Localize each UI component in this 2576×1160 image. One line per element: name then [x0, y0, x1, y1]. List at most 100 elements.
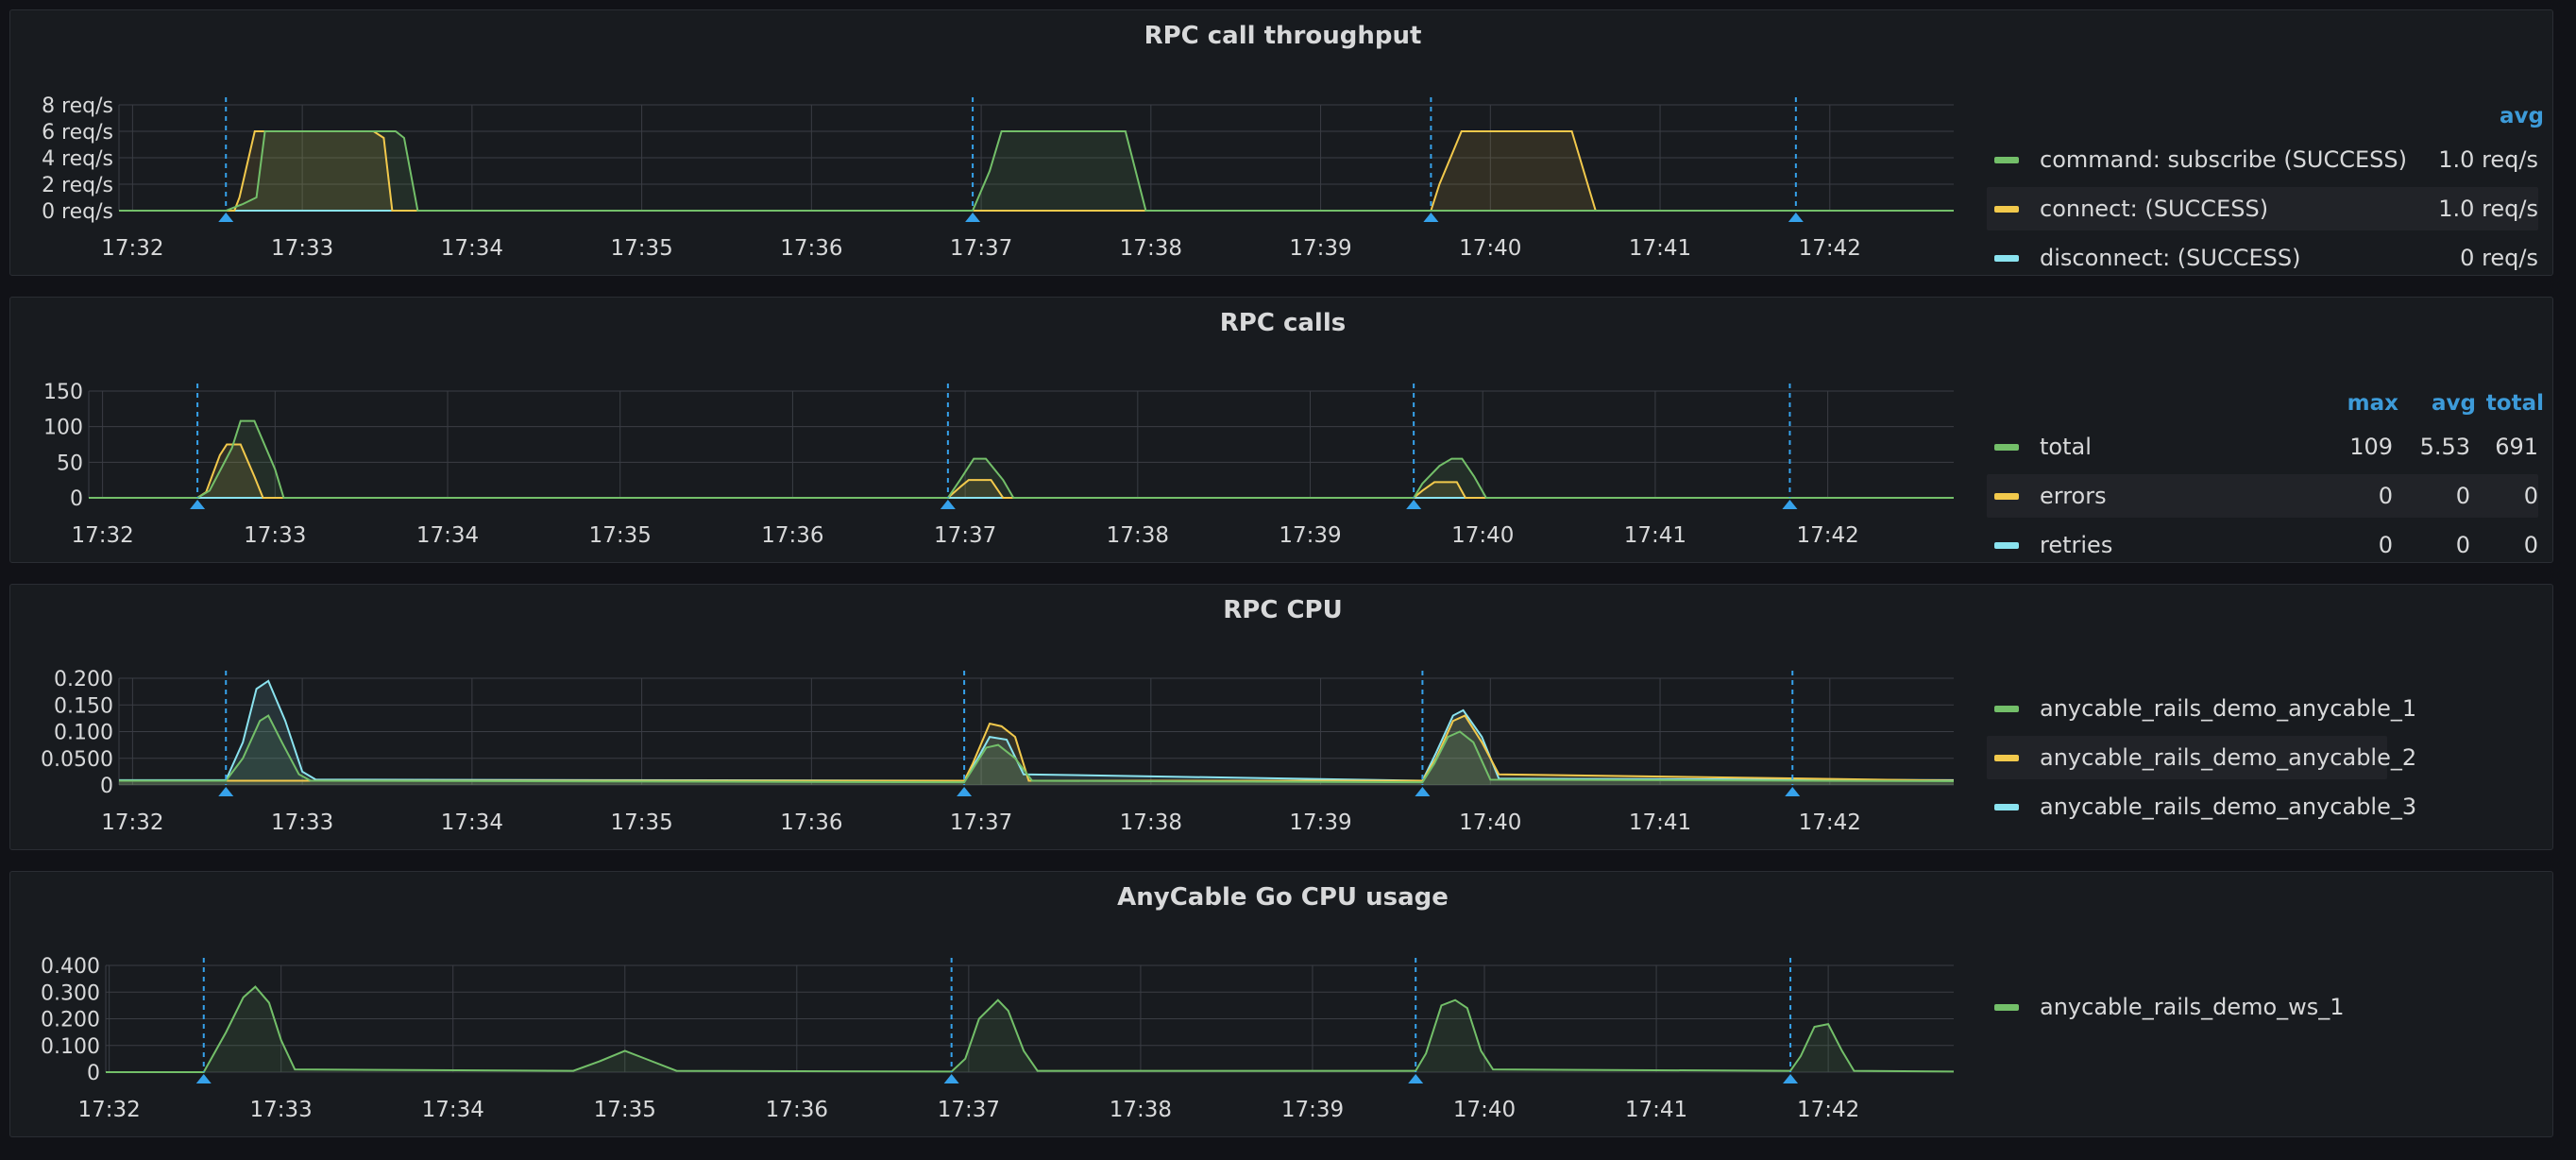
chart-rpc-calls[interactable]: 0 50 100 150 17:32 17:33 17:34 17:35 17:36 17:37 1… [10, 298, 1965, 564]
series-line-3 [119, 679, 1955, 782]
legend-value: 0 [2455, 483, 2470, 509]
legend-label: total [2040, 434, 2092, 460]
legend-value: 0 [2455, 532, 2470, 558]
panel-title[interactable]: RPC calls [1219, 309, 1347, 337]
annotation-marker [218, 787, 234, 796]
annotation-marker [190, 500, 206, 509]
y-tick-label: 0 [100, 775, 113, 798]
y-tick-label: 150 [43, 381, 83, 404]
grid [119, 677, 1954, 786]
x-tick-label: 17:36 [766, 1098, 828, 1122]
x-tick-label: 17:40 [1459, 236, 1521, 261]
x-tick-label: 17:36 [780, 236, 842, 261]
x-tick-label: 17:33 [244, 523, 306, 548]
x-tick-label: 17:40 [1459, 810, 1521, 835]
legend-label: command: subscribe (SUCCESS) [2040, 146, 2407, 173]
legend-item[interactable]: connect: (SUCCESS) 1.0 req/s [1987, 187, 2538, 230]
y-tick-label: 0 [87, 1062, 100, 1085]
series-area-3 [119, 680, 1954, 785]
legend-value: 0 [2378, 483, 2393, 509]
chart-rpc-call-throughput[interactable]: 0 req/s 2 req/s 4 req/s6 req/s 8 req/s 17:32… [10, 10, 1965, 277]
y-tick-label: 100 [43, 417, 83, 440]
legend: max avg total total 109 5.53 691 errors 0 0 0 retri… [1987, 298, 2544, 564]
x-tick-label: 17:33 [250, 1098, 313, 1122]
panel-title[interactable]: AnyCable Go CPU usage [1117, 883, 1449, 912]
x-tick-label: 17:34 [441, 810, 503, 835]
annotation-marker [940, 500, 956, 509]
legend-label: disconnect: (SUCCESS) [2040, 245, 2301, 271]
legend-item[interactable]: retries 0 0 0 [1987, 523, 2538, 567]
x-tick-label: 17:36 [761, 523, 823, 548]
y-tick-label: 0.150 [54, 694, 113, 718]
panel-title[interactable]: RPC call throughput [1144, 22, 1422, 50]
legend-swatch [1994, 804, 2019, 810]
x-tick-label: 17:41 [1629, 236, 1691, 261]
x-tick-label: 17:41 [1624, 523, 1686, 548]
panel-title[interactable]: RPC CPU [1223, 596, 1343, 624]
legend-item[interactable]: disconnect: (SUCCESS) 0 req/s [1987, 236, 2538, 280]
legend: anycable_rails_demo_anycable_1 anycable_r… [1987, 585, 2544, 851]
annotation-marker [195, 1074, 212, 1083]
annotation-marker [1423, 213, 1439, 222]
x-tick-label: 17:38 [1120, 236, 1182, 261]
panel-rpc-cpu[interactable]: RPC CPU 0 0.0500 0.100 0.150 0.200 17:32 17:33… [9, 584, 2553, 850]
legend-item[interactable]: anycable_rails_demo_ws_1 [1987, 985, 2538, 1029]
annotation-marker [218, 213, 234, 222]
x-tick-label: 17:37 [934, 523, 996, 548]
legend-value: 109 [2349, 434, 2393, 460]
legend-item[interactable]: anycable_rails_demo_anycable_1 [1987, 687, 2538, 730]
legend-item[interactable]: errors 0 0 0 [1987, 474, 2538, 518]
legend-swatch [1994, 755, 2019, 761]
x-tick-label: 17:39 [1281, 1098, 1344, 1122]
y-tick-label: 0.200 [41, 1009, 100, 1032]
x-tick-label: 17:40 [1453, 1098, 1516, 1122]
legend-header-avg[interactable]: avg [2500, 104, 2544, 128]
legend-value: 0 [2523, 532, 2538, 558]
legend-swatch [1994, 493, 2019, 500]
annotation-marker [1408, 1074, 1424, 1083]
panel-rpc-calls[interactable]: RPC calls 0 50 100 150 17:32 17:33 17:34 17:35 1… [9, 297, 2553, 563]
y-tick-label: 0.200 [54, 668, 113, 691]
legend-value: 0 [2523, 483, 2538, 509]
x-tick-label: 17:42 [1797, 1098, 1859, 1122]
legend-label: retries [2040, 532, 2113, 558]
legend-header-avg[interactable]: avg [2432, 391, 2476, 416]
legend-item[interactable]: anycable_rails_demo_anycable_3 [1987, 785, 2538, 828]
grid [106, 964, 1954, 1073]
legend-header-max[interactable]: max [2347, 391, 2398, 416]
annotation-marker [1782, 500, 1798, 509]
x-tick-label: 17:37 [950, 810, 1012, 835]
x-tick-label: 17:35 [610, 810, 672, 835]
legend-item[interactable]: anycable_rails_demo_anycable_2 [1987, 736, 2416, 779]
legend-item[interactable]: total 109 5.53 691 [1987, 425, 2538, 469]
x-tick-label: 17:42 [1799, 236, 1861, 261]
x-tick-label: 17:40 [1451, 523, 1514, 548]
y-tick-label: 0.300 [41, 981, 100, 1005]
x-tick-label: 17:37 [950, 236, 1012, 261]
panel-rpc-call-throughput[interactable]: RPC call throughput 0 req/s 2 req/s 4 req/… [9, 9, 2553, 276]
annotation-marker [965, 213, 981, 222]
y-tick-label: 4 req/s [42, 147, 113, 171]
x-tick-label: 17:32 [101, 236, 163, 261]
x-tick-label: 17:42 [1799, 810, 1861, 835]
legend-swatch [1994, 542, 2019, 549]
chart-rpc-cpu[interactable]: 0 0.0500 0.100 0.150 0.200 17:32 17:33 17:34 17:… [10, 585, 1965, 851]
series-line-2 [89, 443, 1954, 499]
legend-item[interactable]: command: subscribe (SUCCESS) 1.0 req/s [1987, 138, 2538, 181]
x-tick-label: 17:35 [594, 1098, 656, 1122]
legend-swatch [1994, 157, 2019, 163]
x-tick-label: 17:39 [1279, 523, 1341, 548]
x-tick-label: 17:33 [271, 810, 333, 835]
y-tick-label: 0.100 [41, 1035, 100, 1059]
legend-header-total[interactable]: total [2485, 391, 2544, 416]
legend-swatch [1994, 255, 2019, 262]
legend-label: connect: (SUCCESS) [2040, 196, 2269, 222]
x-tick-label: 17:37 [938, 1098, 1000, 1122]
panel-anycable-go-cpu-usage[interactable]: AnyCable Go CPU usage 0 0.100 0.200 0.300 0.… [9, 871, 2553, 1137]
legend-swatch [1994, 444, 2019, 451]
series-area-1 [106, 986, 1954, 1072]
y-tick-label: 50 [57, 452, 83, 475]
annotation-marker [1783, 1074, 1799, 1083]
legend: avg command: subscribe (SUCCESS) 1.0 req/s… [1987, 10, 2544, 277]
